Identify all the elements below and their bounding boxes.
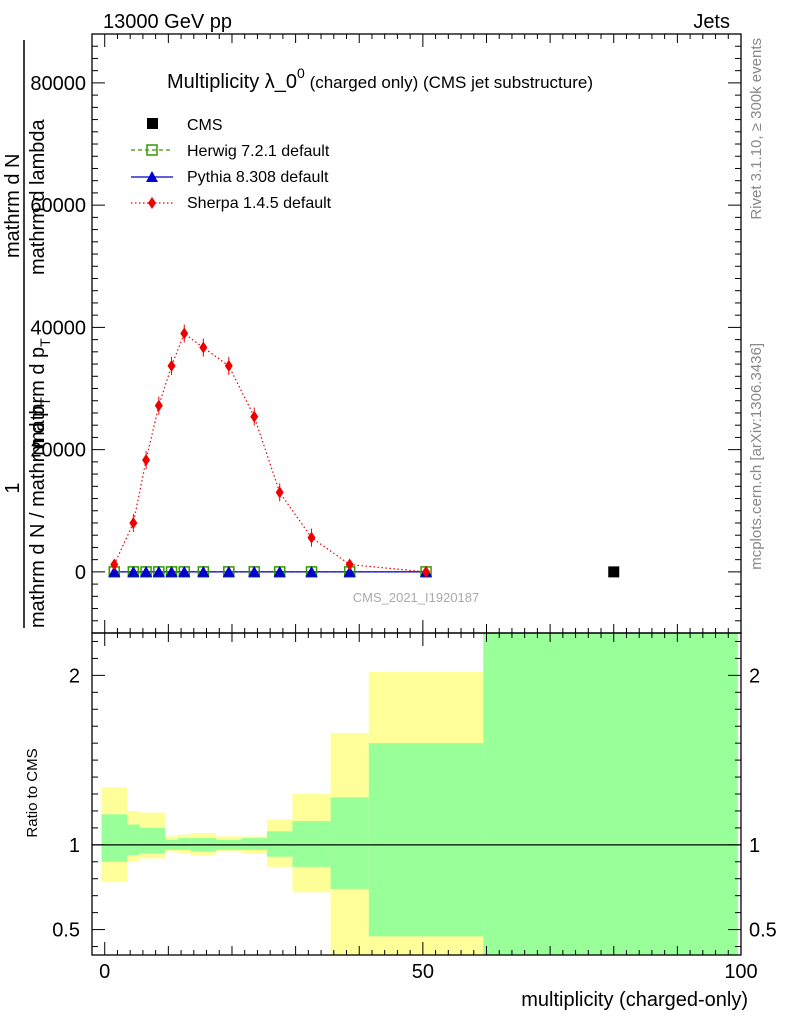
ratio-ylabel: Ratio to CMS	[24, 748, 41, 837]
x-tick-label: 0	[99, 961, 110, 983]
ratio-band-green	[126, 824, 140, 856]
legend-sherpa-label: Sherpa 1.4.5 default	[187, 195, 332, 212]
pythia-point	[273, 565, 286, 577]
sherpa-point	[422, 565, 431, 578]
legend-herwig-marker	[146, 144, 158, 156]
y-tick-label: 0	[75, 562, 86, 584]
cms-point	[608, 566, 620, 578]
x-tick-label: 100	[724, 961, 757, 983]
ylabel-one: 1	[2, 482, 24, 493]
ratio-band-green	[241, 838, 267, 850]
legend-cms-marker	[147, 118, 158, 129]
sherpa-point	[110, 558, 119, 571]
y-tick-label: 40000	[30, 317, 86, 339]
sherpa-point	[250, 410, 259, 423]
sherpa-point	[307, 531, 316, 544]
ratio-band-green	[368, 743, 484, 937]
header-right: Jets	[693, 11, 730, 33]
x-axis-label: multiplicity (charged-only)	[521, 989, 748, 1011]
pythia-point	[127, 565, 140, 577]
ylabel-dlambda: mathrm d lambda	[27, 119, 49, 275]
ylabel-dp: mathrm d pT	[27, 338, 53, 448]
main-plot	[108, 324, 620, 578]
ratio-band-green	[101, 814, 127, 862]
pythia-point	[222, 565, 235, 577]
ratio-y-tick-label-right: 2	[749, 665, 760, 687]
y-tick-label: 60000	[30, 195, 86, 217]
ratio-band-green	[266, 831, 293, 857]
plot-frames: 0 20000 40000 60000 80000 0 50 100 0.5 0.5 1 1 2 2	[30, 33, 777, 983]
y-tick-label: 20000	[30, 440, 86, 462]
sherpa-line	[113, 332, 427, 573]
ratio-y-tick-label-left: 1	[69, 835, 80, 857]
ratio-y-tick-label-right: 0.5	[749, 920, 777, 942]
legend-cms-label: CMS	[187, 117, 223, 134]
sherpa-point	[224, 359, 233, 372]
sherpa-point	[275, 486, 284, 499]
ratio-band-green	[292, 821, 331, 867]
ratio-band-green	[177, 838, 191, 850]
ratio-band-green	[139, 827, 153, 854]
ratio-y-tick-label-left: 2	[69, 665, 80, 687]
sherpa-point	[167, 359, 176, 372]
ratio-y-tick-label-right: 1	[749, 835, 760, 857]
pythia-point	[178, 565, 191, 577]
legend-pythia-label: Pythia 8.308 default	[187, 169, 329, 186]
y-tick-label: 80000	[30, 73, 86, 95]
legend-sherpa-marker	[148, 197, 156, 209]
sherpa-point	[142, 454, 151, 467]
legend-herwig-label: Herwig 7.2.1 default	[187, 143, 330, 160]
sherpa-point	[180, 327, 189, 340]
pythia-point	[343, 565, 356, 577]
legend-pythia-marker	[146, 171, 158, 182]
ratio-band-green	[152, 827, 166, 854]
sherpa-point	[154, 399, 163, 412]
ratio-band-green	[330, 797, 369, 889]
legend: CMS Herwig 7.2.1 default Pythia 8.308 de…	[131, 117, 332, 212]
ratio-band-green	[483, 633, 738, 955]
ratio-y-tick-label-left: 0.5	[52, 920, 80, 942]
pythia-point	[152, 565, 165, 577]
header-left: 13000 GeV pp	[103, 11, 232, 33]
ylabel-denominator: mathrm d N / mathrm d pT	[27, 397, 53, 628]
ratio-plot	[92, 633, 741, 955]
pythia-point	[108, 565, 121, 577]
ylabel-dN: mathrm d N	[2, 154, 24, 258]
chart-title: Multiplicity λ_00 (charged only) (CMS je…	[167, 65, 593, 93]
sherpa-point	[129, 516, 138, 529]
pythia-point	[248, 565, 261, 577]
mcplots-label: mcplots.cern.ch [arXiv:1306.3436]	[748, 343, 765, 570]
pythia-point	[197, 565, 210, 577]
sherpa-point	[199, 341, 208, 354]
pythia-point	[305, 565, 318, 577]
rivet-label: Rivet 3.1.10, ≥ 300k events	[748, 38, 765, 220]
analysis-watermark: CMS_2021_I1920187	[353, 590, 480, 605]
main-ylabel: 1 mathrm d N / mathrm d pT mathrm d N ma…	[2, 40, 53, 628]
sherpa-point	[345, 558, 354, 571]
pythia-point	[165, 565, 178, 577]
pythia-point	[140, 565, 153, 577]
x-tick-label: 50	[412, 961, 434, 983]
